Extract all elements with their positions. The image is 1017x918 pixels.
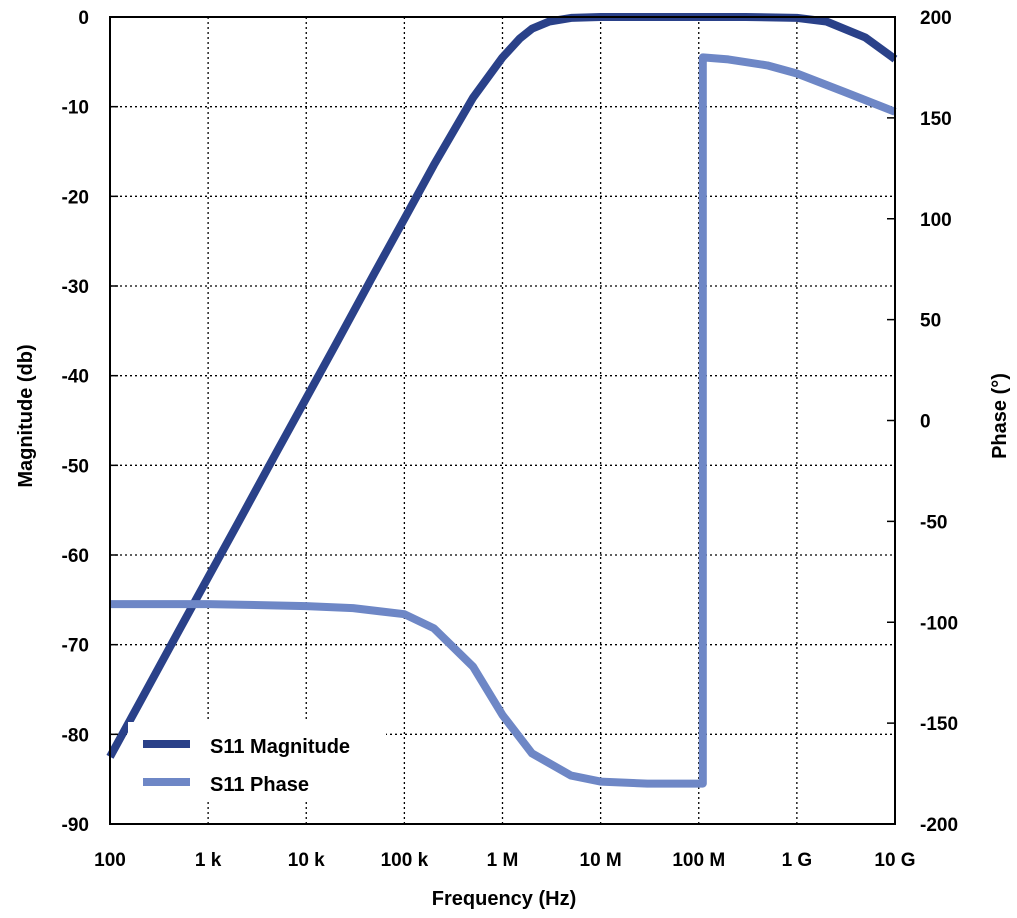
legend-label-magnitude: S11 Magnitude — [210, 736, 350, 758]
x-tick-label: 10 G — [874, 850, 915, 871]
y-left-tick-label: -90 — [62, 815, 89, 836]
y-right-tick-label: 0 — [920, 412, 931, 433]
x-tick-label: 10 k — [288, 850, 325, 871]
y-right-tick-label: -50 — [920, 512, 947, 533]
y-left-tick-label: 0 — [78, 8, 89, 29]
y-right-tick-label: 150 — [920, 109, 952, 130]
grid-lines — [110, 17, 895, 824]
series-line-phase — [110, 53, 897, 788]
y-axis-right-label: Phase (°) — [989, 373, 1011, 459]
legend-background — [128, 722, 386, 802]
x-tick-label: 100 — [94, 850, 126, 871]
y-left-tick-label: -20 — [62, 187, 89, 208]
y-left-tick-label: -40 — [62, 367, 89, 388]
y-right-tick-label: 100 — [920, 210, 952, 231]
x-tick-label: 1 G — [782, 850, 813, 871]
x-axis-label: Frequency (Hz) — [432, 888, 576, 910]
tick-labels: 100 1 k 10 k 100 k 1 M 10 M 100 M 1 G 10 G 0 -10 -2… — [62, 8, 959, 871]
y-left-tick-label: -30 — [62, 277, 89, 298]
x-tick-label: 1 k — [195, 850, 222, 871]
y-right-tick-label: -150 — [920, 714, 958, 735]
y-left-tick-label: -60 — [62, 546, 89, 567]
y-right-tick-label: -100 — [920, 613, 958, 634]
x-tick-label: 100 M — [672, 850, 725, 871]
y-right-tick-label: 50 — [920, 311, 941, 332]
tick-marks — [110, 16, 895, 825]
x-tick-label: 10 M — [580, 850, 622, 871]
y-left-tick-label: -70 — [62, 636, 89, 657]
y-right-tick-label: -200 — [920, 815, 958, 836]
y-axis-left-label: Magnitude (db) — [15, 344, 37, 487]
y-left-tick-label: -50 — [62, 456, 89, 477]
legend-label-phase: S11 Phase — [210, 774, 309, 796]
x-tick-label: 100 k — [381, 850, 429, 871]
y-left-tick-label: -10 — [62, 98, 89, 119]
y-left-tick-label: -80 — [62, 725, 89, 746]
legend: S11 Magnitude S11 Phase — [128, 722, 386, 802]
x-tick-label: 1 M — [487, 850, 519, 871]
y-right-tick-label: 200 — [920, 8, 952, 29]
